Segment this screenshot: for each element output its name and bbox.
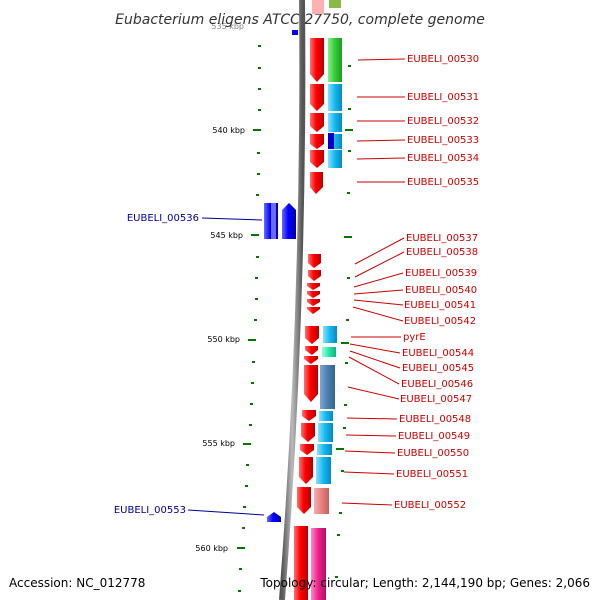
function-track (311, 38, 342, 600)
gene-label[interactable]: EUBELI_00549 (398, 431, 470, 442)
gene-eubeli-00552[interactable] (297, 487, 311, 514)
gene-eubeli-00535[interactable] (310, 172, 323, 194)
gene-eubeli-00536-highlight (271, 203, 276, 239)
kbp-label-540: 540 kbp (212, 126, 245, 135)
gene-label[interactable]: EUBELI_00531 (407, 92, 479, 103)
gene-label[interactable]: EUBELI_00542 (404, 316, 476, 327)
gene-eubeli-00541[interactable] (307, 299, 320, 306)
function-bar (316, 457, 331, 484)
genome-backbone (279, 0, 306, 600)
gene-eubeli-00548[interactable] (302, 410, 316, 421)
topology-text: Topology: circular; Length: 2,144,190 bp… (259, 576, 590, 590)
reverse-track (264, 30, 298, 522)
function-bar (328, 84, 342, 111)
gene-eubeli-00538[interactable] (308, 270, 321, 281)
gene-remnant (329, 0, 341, 8)
gene-label[interactable]: pyrE (403, 332, 426, 343)
gene-eubeli-00530[interactable] (310, 38, 324, 82)
gene-eubeli-00549[interactable] (301, 423, 315, 442)
gene-eubeli-00547[interactable] (304, 365, 318, 402)
gene-label[interactable]: EUBELI_00536 (127, 213, 199, 224)
gene-label[interactable]: EUBELI_00551 (396, 469, 468, 480)
cds-track (294, 38, 324, 600)
function-bar (314, 488, 329, 514)
gene-label[interactable]: EUBELI_00535 (407, 177, 479, 188)
gene-eubeli-00540[interactable] (307, 291, 320, 298)
function-bar (318, 423, 333, 442)
gene-eubeli-00550[interactable] (300, 444, 314, 455)
gene-eubeli-00544[interactable] (305, 346, 318, 355)
function-bar (322, 347, 336, 357)
gene-remnant (312, 0, 324, 14)
gene-label[interactable]: EUBELI_00544 (402, 348, 474, 359)
gene-eubeli-00542[interactable] (307, 307, 320, 314)
gene-labels-right: EUBELI_00530 EUBELI_00531 EUBELI_00532 E… (394, 54, 479, 511)
gene-labels-left: EUBELI_00536 EUBELI_00553 (114, 213, 199, 516)
gene-label[interactable]: EUBELI_00538 (406, 247, 478, 258)
label-connectors-right (341, 58, 406, 506)
gene-label[interactable]: EUBELI_00540 (405, 285, 477, 296)
function-bar (328, 38, 342, 82)
gene-eubeli-00539[interactable] (307, 283, 320, 290)
function-bar (317, 444, 332, 455)
gene-label[interactable]: EUBELI_00547 (400, 394, 472, 405)
label-connectors-left (187, 217, 265, 516)
minor-ticks (238, 45, 351, 592)
gene-eubeli-00553[interactable] (267, 512, 281, 522)
gene-eubeli-00531[interactable] (310, 84, 324, 111)
gene-label[interactable]: EUBELI_00533 (407, 135, 479, 146)
accession-text: Accession: NC_012778 (9, 576, 145, 590)
function-bar (328, 133, 334, 149)
gene-eubeli-00532[interactable] (310, 113, 324, 132)
function-bar (320, 365, 335, 409)
kbp-label-partial: 535 kbp (211, 22, 244, 31)
gene-label[interactable]: EUBELI_00539 (405, 268, 477, 279)
gene-reverse[interactable] (292, 30, 298, 35)
major-ticks (237, 129, 353, 549)
gene-label[interactable]: EUBELI_00553 (114, 505, 186, 516)
gene-eubeli-00537[interactable] (308, 254, 321, 268)
function-bar (328, 150, 342, 168)
gene-downstream[interactable] (294, 526, 308, 600)
gene-label[interactable]: EUBELI_00545 (402, 363, 474, 374)
kbp-label-555: 555 kbp (202, 439, 235, 448)
gene-label[interactable]: EUBELI_00537 (406, 233, 478, 244)
function-bar (311, 528, 326, 600)
kbp-label-560: 560 kbp (195, 544, 228, 553)
gene-eubeli-00534[interactable] (310, 150, 324, 168)
gene-reverse[interactable] (282, 203, 296, 239)
gene-label[interactable]: EUBELI_00548 (399, 414, 471, 425)
gene-eubeli-00551[interactable] (299, 457, 313, 484)
gene-label[interactable]: EUBELI_00530 (407, 54, 479, 65)
gene-label[interactable]: EUBELI_00552 (394, 500, 466, 511)
kbp-label-550: 550 kbp (207, 335, 240, 344)
kbp-label-545: 545 kbp (210, 231, 243, 240)
function-bar (319, 411, 333, 421)
gene-label[interactable]: EUBELI_00532 (407, 116, 479, 127)
gene-label[interactable]: EUBELI_00541 (404, 300, 476, 311)
gene-eubeli-00545[interactable] (304, 356, 318, 364)
gene-pyre[interactable] (305, 326, 319, 344)
gene-label[interactable]: EUBELI_00550 (397, 448, 469, 459)
gene-label[interactable]: EUBELI_00546 (401, 379, 473, 390)
function-bar (328, 113, 342, 132)
gene-label[interactable]: EUBELI_00534 (407, 153, 479, 164)
function-bar (323, 326, 337, 343)
gene-eubeli-00533[interactable] (310, 134, 324, 149)
